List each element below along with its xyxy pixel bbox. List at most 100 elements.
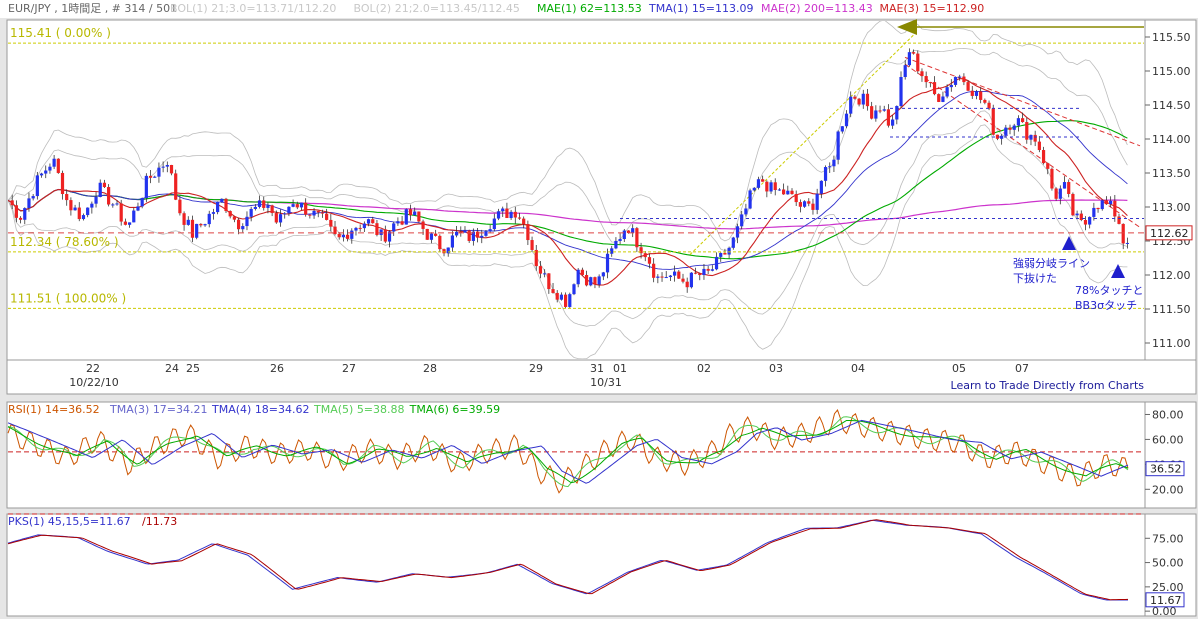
candle-body	[203, 224, 207, 226]
candle-body	[1046, 163, 1050, 169]
candle-body	[983, 99, 987, 103]
candle-body	[123, 221, 127, 225]
candle-body	[220, 198, 224, 202]
candle-body	[861, 93, 865, 105]
candle-body	[568, 294, 572, 307]
annotation-bb3-touch: BB3σタッチ	[1075, 299, 1137, 312]
x-tick-label: 22	[86, 362, 100, 375]
candle-body	[1104, 200, 1109, 205]
candle-body	[350, 230, 354, 239]
candle-body	[928, 82, 932, 84]
candle-body	[714, 256, 719, 270]
candle-body	[1016, 118, 1020, 126]
candle-body	[656, 276, 660, 278]
candle-body	[773, 182, 777, 190]
candle-body	[1033, 134, 1037, 142]
candle-body	[874, 110, 878, 119]
candle-body	[211, 212, 216, 214]
price-tick-label: 111.50	[1152, 303, 1191, 316]
candle-body	[723, 253, 727, 255]
candle-body	[228, 211, 232, 217]
mae-62-line	[8, 120, 1128, 260]
candle-body	[358, 227, 362, 229]
osc-tick-label: 75.00	[1152, 532, 1184, 545]
candle-body	[786, 190, 790, 195]
candle-body	[1054, 188, 1058, 199]
candle-body	[706, 268, 710, 271]
candle-body	[517, 217, 522, 219]
price-series-group	[8, 21, 1141, 359]
candle-body	[639, 247, 643, 254]
candle-body	[31, 196, 35, 199]
triangle-marker	[1111, 264, 1125, 278]
osc-legend-item: TMA(6) 6=39.59	[409, 403, 501, 416]
candle-body	[593, 277, 597, 285]
candle-body	[132, 210, 136, 223]
candle-body	[1079, 213, 1083, 221]
candle-body	[941, 96, 945, 102]
candle-body	[1088, 216, 1092, 225]
candle-body	[488, 229, 492, 232]
candle-body	[1058, 188, 1062, 199]
candle-body	[790, 190, 794, 195]
candle-body	[249, 208, 253, 217]
osc-tick-label: 25.00	[1152, 581, 1184, 594]
candle-body	[916, 53, 920, 72]
candle-body	[429, 233, 434, 240]
candle-body	[689, 272, 693, 288]
candle-body	[693, 272, 698, 274]
candle-body	[853, 96, 857, 99]
candle-body	[111, 204, 115, 206]
candle-body	[828, 166, 832, 168]
candle-body	[161, 166, 165, 168]
candle-body	[262, 200, 266, 208]
candle-body	[589, 277, 593, 286]
price-tick-label: 115.00	[1152, 65, 1191, 78]
candle-body	[1037, 141, 1041, 151]
candle-body	[1125, 242, 1130, 244]
candle-body	[740, 214, 744, 227]
candle-body	[702, 268, 706, 276]
osc-tick-label: 20.00	[1152, 483, 1184, 496]
price-plot: 111.00111.50112.00112.50113.00113.50114.…	[8, 19, 1193, 389]
header-legend-item: BOL(2) 21;2.0=113.45/112.45	[354, 2, 520, 15]
candle-body	[467, 230, 471, 241]
candle-body	[761, 179, 765, 182]
price-tick-label: 114.00	[1152, 133, 1191, 146]
candle-body	[442, 249, 446, 254]
trend-line-down-1	[904, 56, 1141, 147]
candle-body	[396, 221, 400, 224]
candle-body	[316, 210, 320, 213]
osc-current-box	[1145, 461, 1185, 477]
candle-body	[341, 234, 346, 238]
candle-body	[673, 271, 677, 276]
x-tick-label: 02	[697, 362, 711, 375]
watermark-link[interactable]: Learn to Trade Directly from Charts	[951, 379, 1145, 392]
candle-body	[840, 126, 844, 132]
candle-body	[605, 253, 610, 273]
candle-body	[362, 223, 366, 229]
candle-body	[434, 233, 438, 236]
candle-body	[924, 76, 928, 83]
candle-body	[232, 216, 236, 220]
fib-label: 112.34 ( 78.60% )	[10, 235, 119, 249]
candle-body	[626, 230, 631, 234]
osc-current-label: 36.52	[1150, 463, 1182, 476]
x-tick-label: 05	[952, 362, 966, 375]
candle-body	[911, 52, 916, 54]
candle-body	[974, 91, 979, 96]
candle-body	[886, 109, 891, 126]
candle-body	[559, 294, 564, 300]
price-tick-label: 113.00	[1152, 201, 1191, 214]
candle-body	[287, 206, 291, 214]
candle-body	[1096, 207, 1100, 210]
candle-body	[450, 235, 455, 248]
candle-body	[119, 203, 123, 222]
fib-label: 115.41 ( 0.00% )	[10, 26, 111, 40]
candle-body	[484, 231, 488, 236]
candle-body	[404, 209, 408, 225]
candle-body	[1012, 125, 1016, 130]
osc-legend-item: RSI(1) 14=36.52	[8, 403, 100, 416]
osc-legend-item: TMA(5) 5=38.88	[313, 403, 405, 416]
candle-body	[1121, 223, 1125, 244]
